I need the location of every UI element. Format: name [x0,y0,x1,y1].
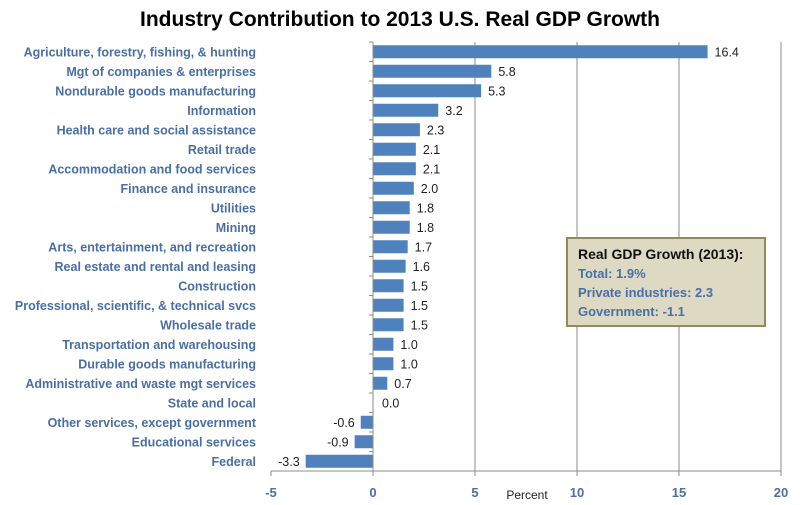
bar [373,240,408,254]
bar [373,220,410,234]
bar [373,259,406,273]
category-label: Educational services [132,435,256,449]
annotation-government: Government: -1.1 [578,304,685,319]
category-label: Accommodation and food services [48,162,256,176]
bar [373,103,439,117]
data-label: 2.1 [423,143,440,157]
x-tick-label: -5 [265,485,277,500]
x-tick-label: 15 [672,485,686,500]
bar [373,162,416,176]
data-label: 1.0 [400,338,417,352]
annotation-private: Private industries: 2.3 [578,285,714,300]
bar [373,337,394,351]
data-label: 2.0 [421,182,438,196]
category-label: Information [187,104,256,118]
bar [373,279,404,293]
chart-title: Industry Contribution to 2013 U.S. Real … [140,8,660,31]
data-label: 0.7 [394,377,411,391]
bar [373,201,410,215]
category-label: Nondurable goods manufacturing [55,84,256,98]
category-label: Real estate and rental and leasing [55,260,256,274]
data-label: 1.8 [417,221,434,235]
data-label: -0.9 [327,435,349,449]
data-label: 1.5 [411,279,428,293]
category-label: Durable goods manufacturing [78,357,256,371]
category-label: Wholesale trade [160,318,256,332]
category-label: Retail trade [188,143,256,157]
bar [360,415,373,429]
category-label: Transportation and warehousing [62,338,256,352]
data-label: 5.8 [498,65,515,79]
bar [373,298,404,312]
bar [373,142,416,156]
bar [373,181,414,195]
bar [373,45,708,59]
category-label: Federal [212,455,256,469]
annotation-heading: Real GDP Growth (2013): [578,246,744,262]
category-label: Other services, except government [48,416,257,430]
category-label: Finance and insurance [121,182,257,196]
data-label: 0.0 [382,396,399,410]
category-label: Professional, scientific, & technical sv… [15,299,256,313]
data-label: 2.1 [423,162,440,176]
bar [305,454,373,468]
category-label: Utilities [211,201,256,215]
category-label: Arts, entertainment, and recreation [48,240,256,254]
bar [373,84,482,98]
bar [373,357,394,371]
category-label: Agriculture, forestry, fishing, & huntin… [24,45,256,59]
x-tick-label: 20 [774,485,788,500]
category-label: Mining [216,221,256,235]
x-axis-label: Percent [506,488,548,502]
data-label: 1.7 [415,240,432,254]
data-label: 1.6 [413,260,430,274]
data-label: 5.3 [488,84,505,98]
bar [373,376,388,390]
category-label: Mgt of companies & enterprises [66,65,256,79]
data-label: 2.3 [427,123,444,137]
data-label: 1.0 [400,357,417,371]
data-label: 16.4 [715,45,739,59]
annotation-total: Total: 1.9% [578,266,646,281]
x-tick-label: 0 [369,485,376,500]
data-label: -0.6 [333,416,355,430]
bar [373,64,492,78]
bar [373,123,420,137]
data-label: 1.5 [411,318,428,332]
category-label: Administrative and waste mgt services [25,377,256,391]
data-label: 3.2 [445,104,462,118]
data-label: 1.5 [411,299,428,313]
category-label: Construction [178,279,256,293]
bar [373,318,404,332]
data-label: 1.8 [417,201,434,215]
category-label: State and local [168,396,256,410]
gdp-growth-annotation: Real GDP Growth (2013): Total: 1.9% Priv… [566,237,766,327]
bar [354,435,373,449]
category-label: Health care and social assistance [57,123,256,137]
x-tick-label: 10 [570,485,584,500]
data-label: -3.3 [278,455,300,469]
x-tick-label: 5 [471,485,478,500]
